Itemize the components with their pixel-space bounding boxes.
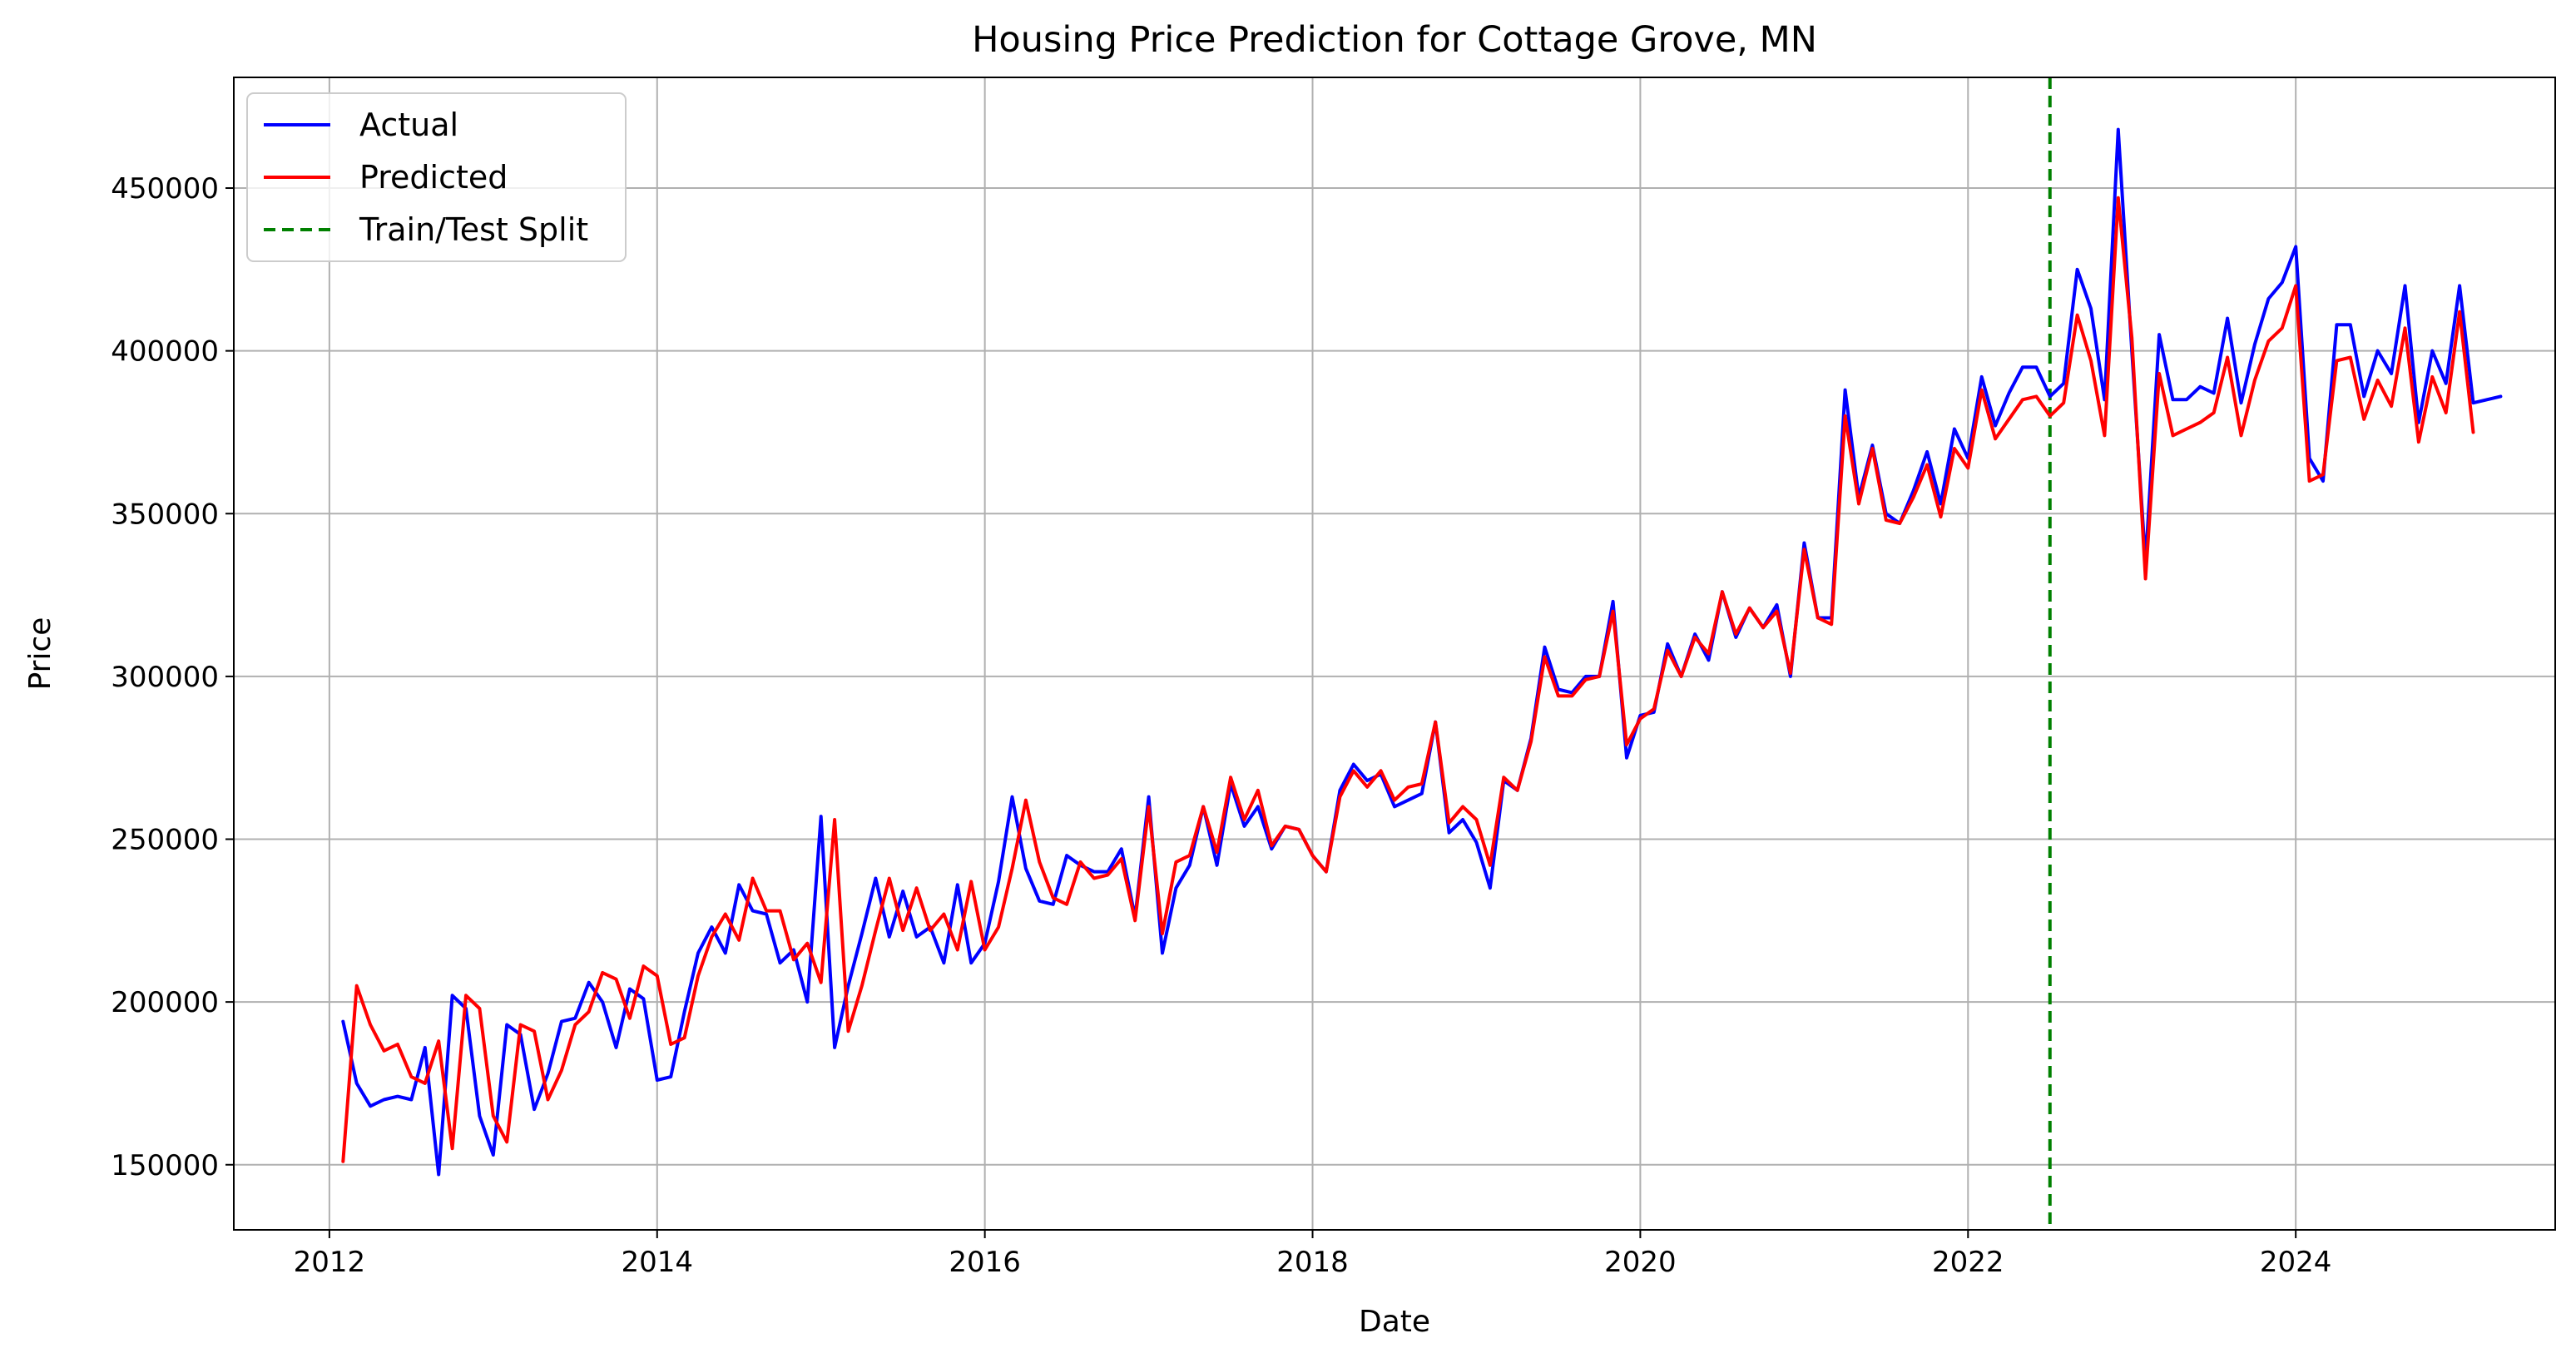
x-tick-label: 2024 xyxy=(2260,1246,2332,1279)
x-tick-label: 2022 xyxy=(1932,1246,2004,1279)
grid xyxy=(234,77,2555,1230)
x-tick-label: 2012 xyxy=(294,1246,366,1279)
legend-label-predicted: Predicted xyxy=(359,159,508,196)
y-tick-label: 450000 xyxy=(111,172,219,206)
x-axis-title: Date xyxy=(1359,1305,1430,1339)
series-line-predicted xyxy=(341,196,2475,1163)
legend-label-split: Train/Test Split xyxy=(359,211,588,248)
chart-title: Housing Price Prediction for Cottage Gro… xyxy=(972,19,1817,61)
y-tick-label: 400000 xyxy=(111,335,219,369)
plot-frame xyxy=(233,77,2556,1231)
legend-box xyxy=(246,92,627,262)
x-tick-label: 2020 xyxy=(1604,1246,1677,1279)
y-tick-label: 250000 xyxy=(111,824,219,857)
y-tick-label: 350000 xyxy=(111,498,219,531)
x-tick-label: 2014 xyxy=(621,1246,693,1279)
x-tick-label: 2018 xyxy=(1276,1246,1349,1279)
x-tick-label: 2016 xyxy=(949,1246,1021,1279)
y-tick-label: 150000 xyxy=(111,1149,219,1182)
y-tick-label: 300000 xyxy=(111,661,219,694)
ticks: 2012 2014 2016 2018 2020 2022 2024 150000 200000… xyxy=(111,172,2331,1279)
y-axis-title: Price xyxy=(23,617,57,691)
legend: Actual Predicted Train/Test Split xyxy=(246,92,627,262)
series-layer xyxy=(341,127,2503,1177)
legend-label-actual: Actual xyxy=(359,107,458,143)
y-tick-label: 200000 xyxy=(111,986,219,1019)
